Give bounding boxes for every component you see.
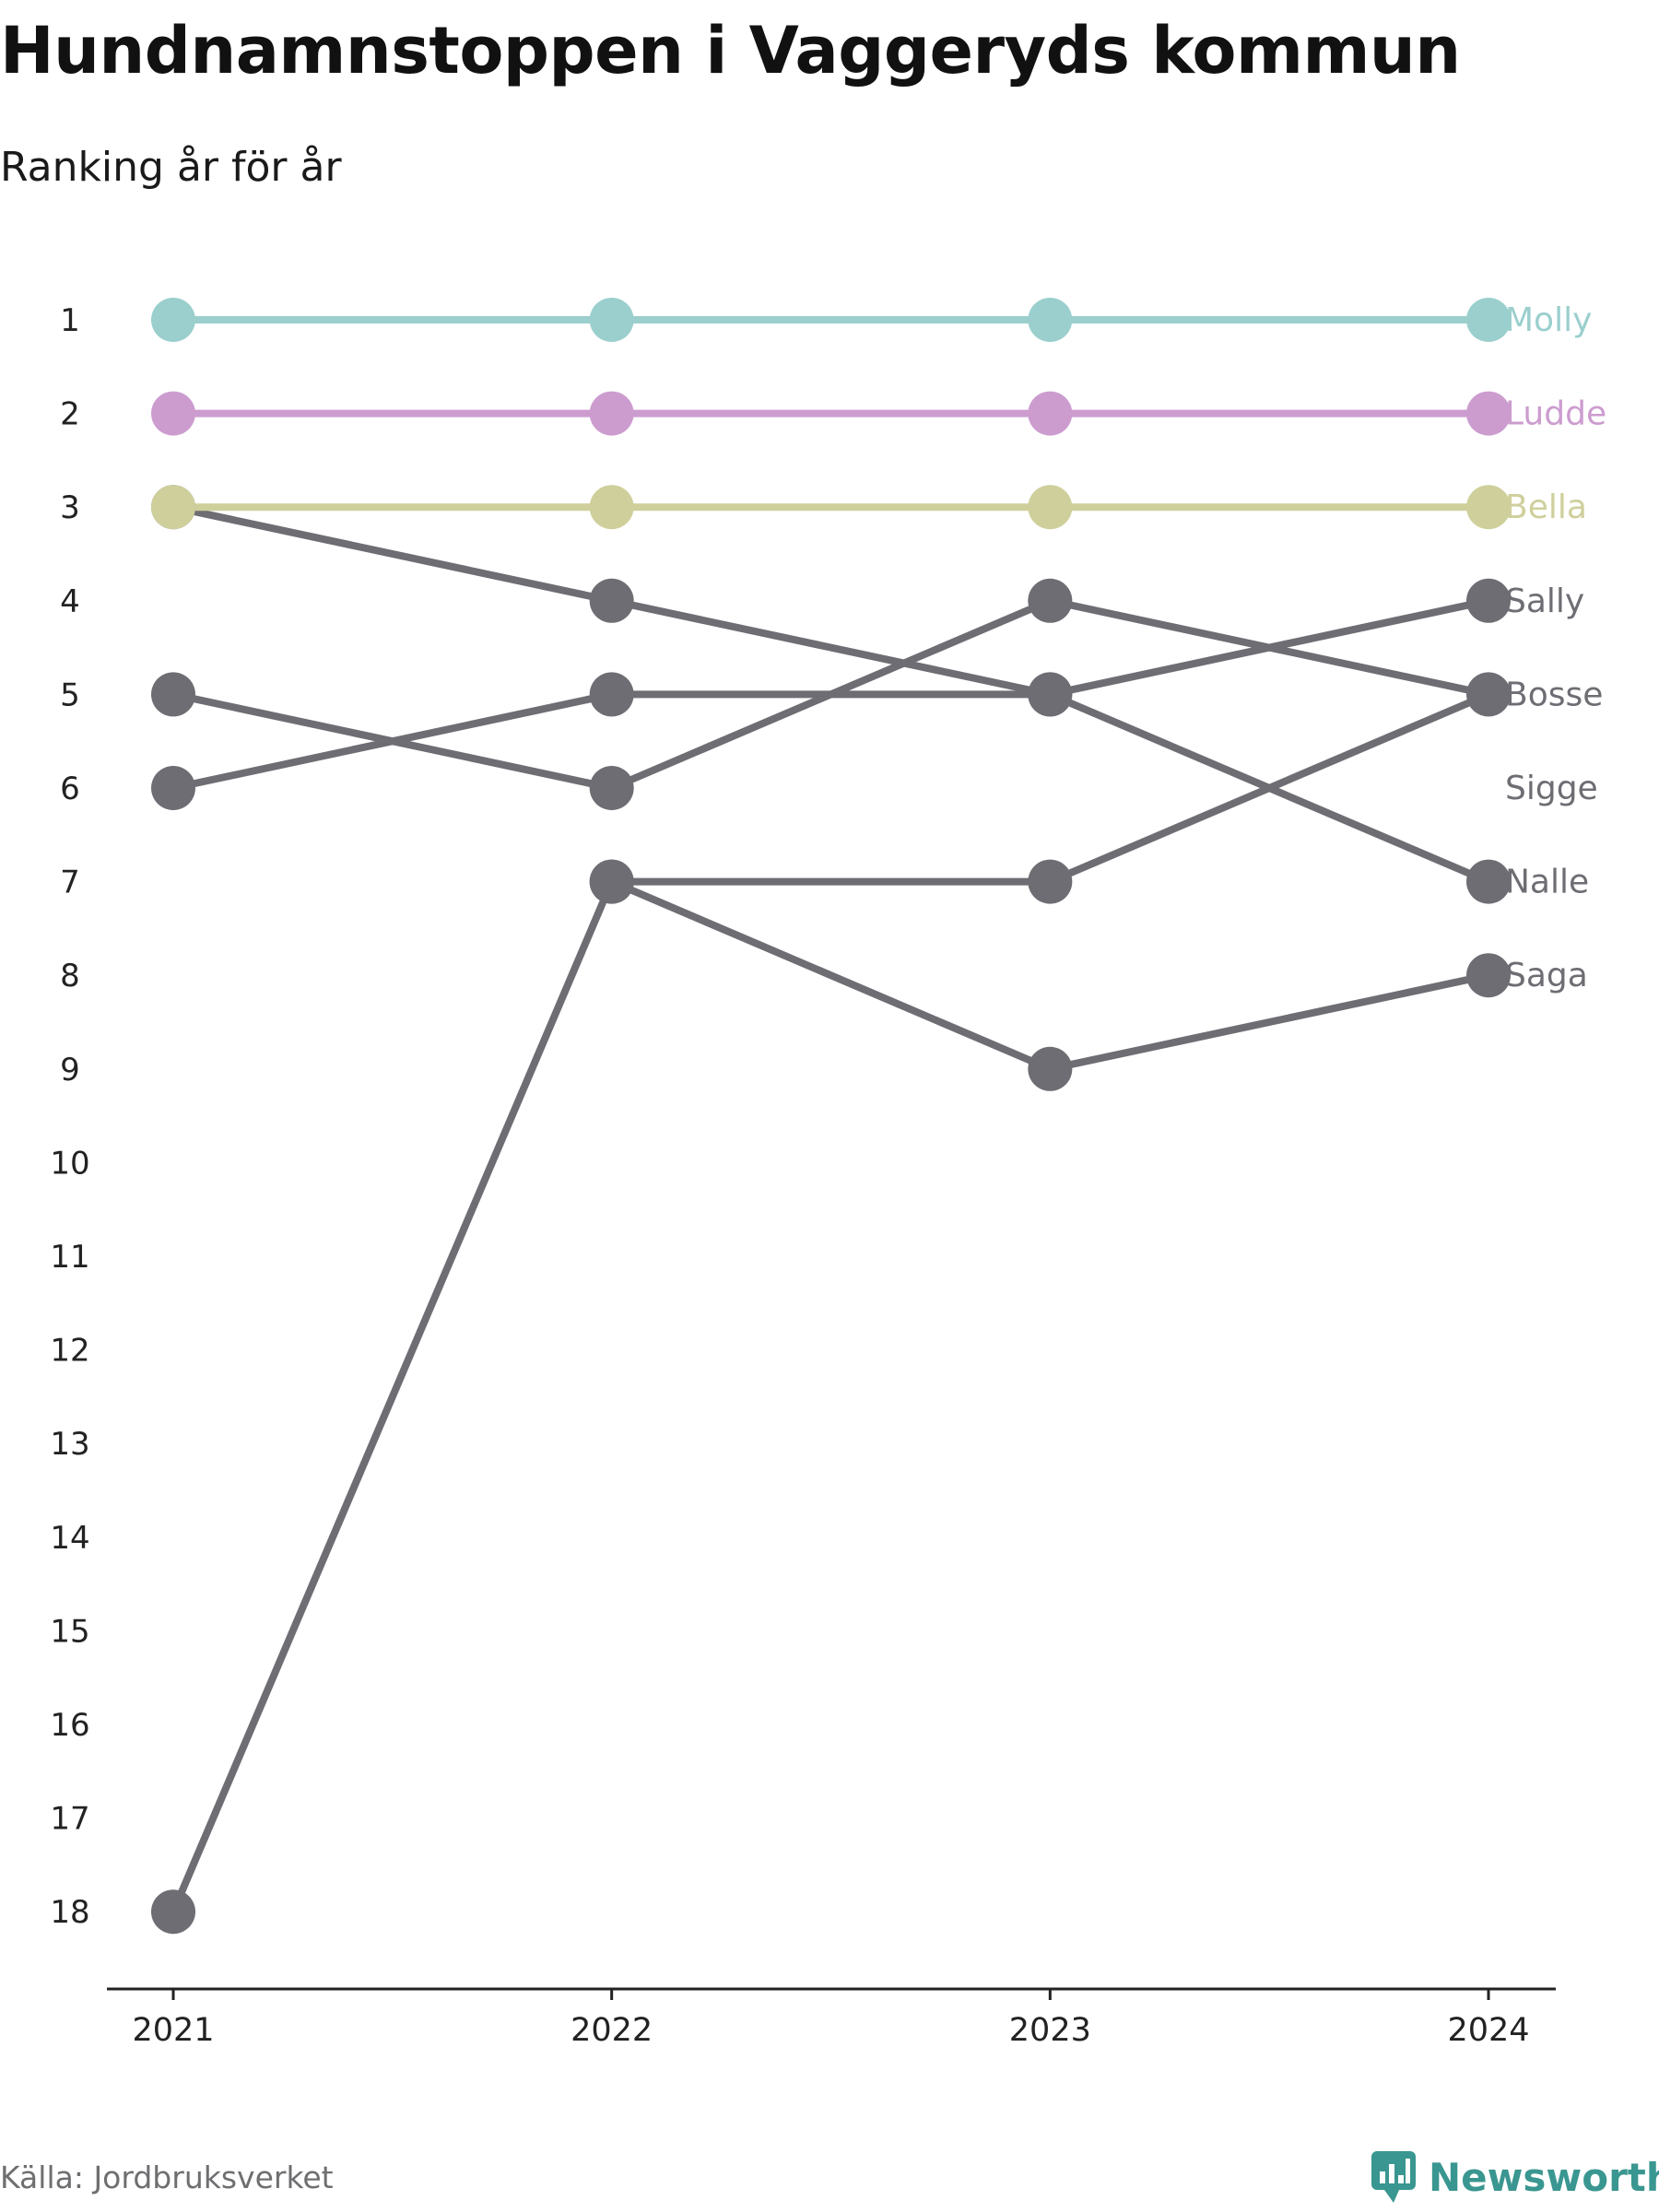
series-label-nalle: Nalle: [1505, 864, 1589, 901]
data-point-molly: [1028, 298, 1073, 342]
series-lines: [170, 316, 1492, 1916]
y-tick-label: 3: [60, 489, 80, 526]
data-point-nalle: [589, 578, 634, 623]
x-tick-label: 2022: [571, 2012, 653, 2049]
y-tick-label: 2: [60, 396, 80, 433]
x-tick-label: 2024: [1447, 2012, 1529, 2049]
series-label-saga: Saga: [1505, 957, 1588, 994]
y-tick-label: 11: [50, 1239, 89, 1276]
brand-logo[interactable]: Newsworthy: [1371, 2151, 1659, 2203]
data-point-molly: [1466, 298, 1511, 342]
data-point-nalle: [1466, 859, 1511, 904]
data-point-sigge: [1028, 859, 1073, 904]
y-tick-label: 1: [60, 302, 80, 339]
y-tick-label: 6: [60, 771, 80, 807]
series-line-bosse: [170, 596, 1492, 792]
data-point-sally: [589, 672, 634, 717]
series-label-bosse: Bosse: [1505, 676, 1603, 713]
series-labels: Molly Ludde Bella Sally Bosse Sigge Nalle Saga: [1505, 301, 1606, 994]
series-label-molly: Molly: [1505, 301, 1592, 339]
y-tick-label: 13: [50, 1426, 89, 1463]
chart-subtitle: Ranking år för år: [0, 144, 342, 191]
series-line-nalle: [170, 503, 1492, 886]
data-point-sally: [1466, 578, 1511, 623]
data-point-ludde: [1028, 391, 1073, 436]
data-point-sigge: [151, 1889, 195, 1935]
data-point-molly: [589, 298, 634, 342]
series-label-bella: Bella: [1505, 488, 1587, 526]
series-line-saga: [607, 877, 1492, 1073]
data-point-bosse: [151, 672, 195, 717]
y-tick-label: 18: [50, 1894, 89, 1931]
y-tick-label: 12: [50, 1333, 89, 1370]
y-tick-label: 10: [50, 1145, 89, 1182]
data-point-bella: [589, 485, 634, 530]
series-label-ludde: Ludde: [1505, 395, 1606, 433]
data-point-bella: [1466, 485, 1511, 530]
data-point-bella: [1028, 485, 1073, 530]
series-line-sigge: [170, 690, 1492, 1916]
y-tick-label: 15: [50, 1613, 89, 1650]
series-label-sally: Sally: [1505, 582, 1584, 620]
data-point-ludde: [151, 391, 195, 436]
y-tick-label: 4: [60, 583, 80, 620]
data-point-sally: [151, 766, 195, 810]
y-tick-label: 16: [50, 1707, 89, 1744]
data-point-bosse: [1028, 578, 1073, 623]
data-point-saga: [1028, 1046, 1073, 1091]
y-tick-label: 5: [60, 677, 80, 713]
data-point-bella: [151, 485, 195, 530]
data-point-ludde: [1466, 391, 1511, 436]
chart-title: Hundnamnstoppen i Vaggeryds kommun: [0, 13, 1461, 88]
y-tick-label: 17: [50, 1801, 89, 1838]
data-point-bosse: [1466, 672, 1511, 717]
newsworthy-logo-icon: [1371, 2151, 1416, 2203]
y-tick-label: 8: [60, 958, 80, 994]
y-tick-label: 7: [60, 865, 80, 901]
data-point-saga: [589, 859, 634, 904]
x-tick-label: 2021: [132, 2012, 214, 2049]
data-point-saga: [1466, 953, 1511, 998]
source-note: Källa: Jordbruksverket: [0, 2159, 334, 2195]
data-point-molly: [151, 298, 195, 342]
series-label-sigge: Sigge: [1505, 770, 1598, 807]
y-tick-label: 14: [50, 1520, 89, 1557]
series-points: [151, 298, 1511, 1935]
data-point-bosse: [589, 766, 634, 810]
x-axis: 2021 2022 2023 2024: [107, 1987, 1556, 2049]
data-point-nalle: [1028, 672, 1073, 717]
brand-name: Newsworthy: [1429, 2154, 1659, 2200]
y-tick-label: 9: [60, 1052, 80, 1088]
data-point-ludde: [589, 391, 634, 436]
x-tick-label: 2023: [1009, 2012, 1091, 2049]
